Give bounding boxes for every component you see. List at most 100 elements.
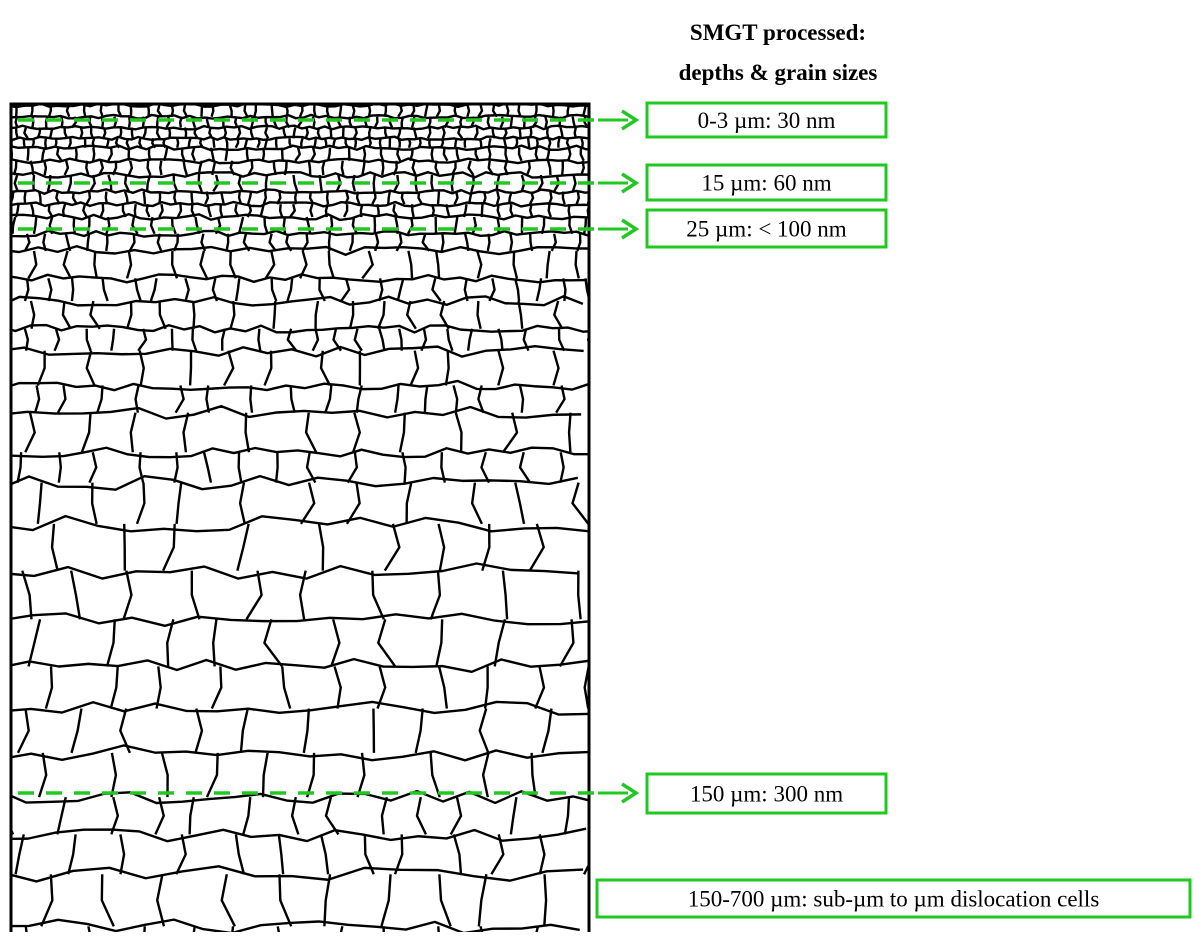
- grain-boundary: [184, 161, 187, 175]
- grain-boundary: [0, 246, 595, 255]
- grain-boundary: [246, 571, 261, 620]
- grain-boundary: [28, 251, 36, 278]
- grain-boundary: [224, 351, 233, 386]
- grain-boundary: [265, 128, 268, 139]
- grain-boundary: [595, 117, 596, 128]
- grain-boundary: [55, 329, 59, 351]
- grain-boundary: [511, 117, 512, 128]
- grain-boundary: [280, 204, 282, 217]
- grain-boundary: [72, 709, 82, 753]
- grain-boundary: [457, 148, 459, 161]
- grain-boundary: [290, 204, 295, 217]
- grain-boundary: [278, 926, 283, 932]
- grain-boundary: [323, 161, 325, 175]
- grain-boundary: [310, 204, 312, 217]
- grain-boundary: [483, 753, 488, 797]
- grain-boundary: [553, 351, 558, 386]
- grain-boundary: [39, 192, 40, 205]
- grain-boundary: [446, 351, 449, 386]
- grain-boundary: [16, 834, 24, 874]
- grain-boundary: [140, 351, 144, 386]
- grain-boundary: [417, 797, 426, 834]
- grain-boundary: [438, 926, 440, 932]
- grain-boundary: [0, 325, 599, 332]
- grain-boundary: [68, 834, 75, 874]
- grain-boundary: [479, 874, 487, 926]
- grain-boundary: [519, 105, 521, 117]
- grain-boundary: [0, 159, 598, 164]
- grain-boundary: [425, 105, 427, 117]
- grain-boundary: [86, 161, 88, 175]
- grain-boundary: [411, 351, 419, 386]
- grain-boundary: [107, 619, 115, 666]
- grain-boundary: [67, 105, 69, 117]
- grain-boundary: [455, 217, 458, 234]
- grain-boundary: [469, 161, 474, 175]
- grain-boundary: [562, 161, 563, 175]
- grain-boundary: [398, 278, 404, 301]
- grain-boundary: [485, 666, 488, 708]
- grain-boundary: [316, 301, 318, 329]
- grain-boundary: [87, 329, 91, 351]
- grain-boundary: [272, 105, 273, 117]
- title: SMGT processed:: [690, 20, 866, 45]
- grain-boundary: [344, 204, 347, 217]
- grain-boundary: [137, 483, 144, 524]
- grain-boundary: [240, 483, 245, 524]
- grain-boundary: [74, 217, 75, 234]
- grain-boundary: [342, 161, 344, 175]
- grain-boundary: [0, 516, 590, 531]
- grain-boundary: [560, 452, 563, 482]
- grain-boundary: [266, 251, 274, 278]
- grain-boundary: [416, 709, 423, 753]
- grain-boundary: [94, 251, 96, 278]
- grain-boundary: [584, 217, 586, 234]
- grain-boundary: [0, 745, 589, 760]
- grain-boundary: [565, 797, 569, 834]
- grain-boundary: [358, 753, 365, 797]
- grain-boundary: [42, 148, 45, 161]
- grain-boundary: [329, 251, 334, 278]
- grain-boundary: [444, 148, 447, 161]
- grain-boundary: [101, 204, 103, 217]
- grain-boundary: [511, 797, 517, 834]
- grain-boundary: [29, 619, 40, 666]
- grain-boundary: [227, 234, 229, 251]
- grain-boundary: [190, 351, 191, 386]
- grain-boundary: [549, 138, 551, 147]
- grain-boundary: [83, 204, 86, 217]
- grain-boundary: [22, 571, 31, 620]
- grain-boundary: [295, 148, 299, 161]
- grain-boundary: [129, 117, 130, 128]
- grain-boundary: [174, 192, 176, 205]
- grain-boundary: [329, 217, 332, 234]
- grain-boundary: [497, 217, 499, 234]
- grain-boundary: [291, 385, 295, 412]
- grain-boundary: [304, 709, 309, 753]
- grain-boundary: [84, 105, 85, 117]
- grain-boundary: [569, 413, 570, 453]
- grain-boundary: [413, 161, 416, 175]
- grain-boundary: [378, 301, 385, 329]
- grain-boundary: [16, 128, 18, 139]
- grain-boundary: [451, 797, 461, 834]
- grain-boundary: [530, 204, 532, 217]
- grain-boundary: [86, 192, 89, 205]
- grain-boundary: [279, 834, 283, 874]
- grain-boundary: [307, 753, 314, 797]
- grain-boundary: [102, 874, 114, 926]
- grain-boundary: [222, 329, 225, 351]
- grain-boundary: [89, 452, 96, 482]
- grain-boundary: [265, 217, 268, 234]
- grain-boundary: [148, 161, 151, 175]
- grain-boundary: [124, 571, 132, 620]
- grain-boundary: [455, 138, 456, 147]
- grain-boundary: [258, 329, 260, 351]
- grain-boundary: [382, 161, 383, 175]
- grain-boundary: [530, 524, 544, 571]
- grain-boundary: [578, 571, 580, 620]
- grain-boundary: [498, 351, 503, 386]
- grain-boundary: [144, 192, 145, 205]
- grain-boundary: [25, 413, 34, 453]
- grain-boundary: [480, 709, 489, 753]
